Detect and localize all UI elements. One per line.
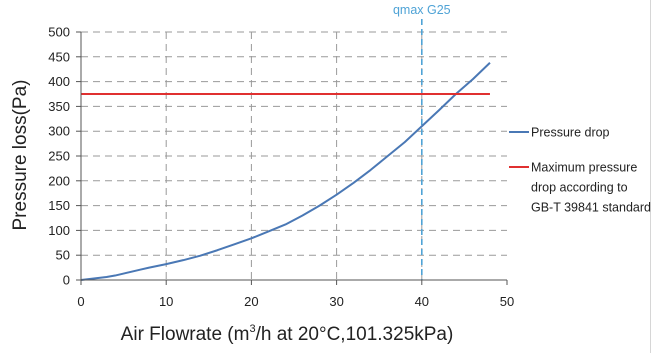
right-border [650,0,651,353]
annotations: qmax G25 [393,3,451,280]
legend-label-1-line-2: GB-T 39841 standard [531,201,651,215]
y-tick-label-4: 200 [48,173,70,188]
grid [81,31,507,280]
x-tick-label-1: 10 [159,294,173,309]
y-tick-label-5: 250 [48,149,70,164]
x-axis-title-sup: 3 [249,323,255,335]
y-tick-label-1: 50 [56,248,70,263]
x-tick-label-4: 40 [415,294,429,309]
series-line-0 [80,62,491,281]
legend-label-1: Maximum pressure drop according to GB-T 39… [531,161,651,215]
series-layer [80,62,491,281]
y-tick-label-8: 400 [48,74,70,89]
y-tick-label-6: 300 [48,124,70,139]
y-axis-title: Pressure loss(Pa) [10,80,31,231]
x-tick-label-3: 30 [329,294,343,309]
x-tick-labels: 0 10 20 30 40 50 [77,280,514,309]
legend-label-0: Pressure drop [531,126,610,140]
legend: Pressure drop Maximum pressure drop accord… [509,126,651,215]
x-axis-title-pre: Air Flowrate (m [121,324,250,345]
x-tick-label-2: 20 [244,294,258,309]
legend-label-1-line-1: drop according to [531,181,628,195]
x-tick-label-5: 50 [500,294,514,309]
x-axis-title: Air Flowrate (m3/h at 20°C,101.325kPa) [121,323,454,345]
y-tick-label-7: 350 [48,99,70,114]
y-tick-label-2: 100 [48,223,70,238]
y-tick-label-9: 450 [48,49,70,64]
y-tick-label-10: 500 [48,25,70,40]
x-axis-title-post: /h at 20°C,101.325kPa) [256,324,454,345]
annotation-label-0: qmax G25 [393,3,451,17]
x-tick-label-0: 0 [77,294,84,309]
legend-label-1-line-0: Maximum pressure [531,161,637,175]
y-tick-label-3: 150 [48,198,70,213]
y-tick-labels: 0 50 100 150 200 250 300 350 400 450 500 [48,25,81,288]
y-tick-label-0: 0 [63,273,70,288]
